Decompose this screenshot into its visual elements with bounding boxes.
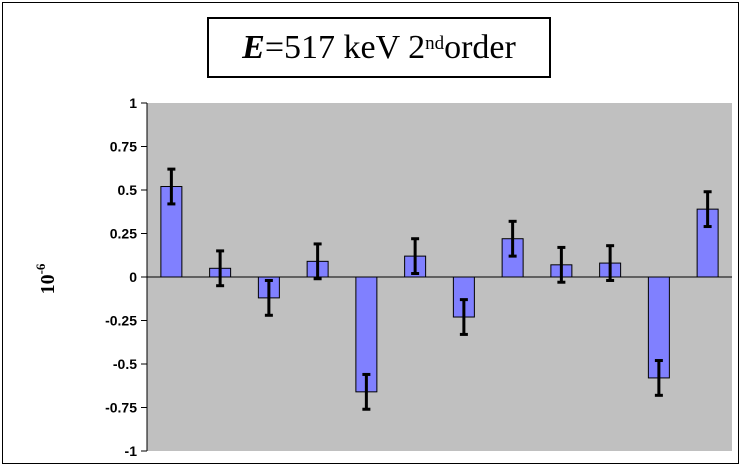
y-tick-label: 0.25 xyxy=(110,226,137,242)
error-bar xyxy=(459,298,468,336)
title-suffix: order xyxy=(444,28,516,66)
error-bar xyxy=(264,278,273,317)
title-energy: =517 keV 2 xyxy=(264,28,426,66)
error-bar xyxy=(508,219,517,258)
title-variable: E xyxy=(242,28,265,66)
y-tick-label: -1 xyxy=(125,443,138,459)
y-tick-label: -0.5 xyxy=(113,356,137,372)
y-ticks-group: 1 0.75 0.5 0.25 0 -0.25 -0.5 -0.75 -1 xyxy=(105,95,147,459)
error-bar xyxy=(703,190,712,229)
y-tick-label: -0.25 xyxy=(105,313,137,329)
y-tick-label: 0 xyxy=(129,269,137,285)
error-bar xyxy=(606,244,615,282)
y-tick-label: 0.5 xyxy=(118,182,138,198)
error-bar xyxy=(313,242,322,281)
y-tick-label: 1 xyxy=(129,95,137,111)
error-bar xyxy=(557,245,566,284)
error-bars-group xyxy=(167,167,712,411)
y-axis-label-base: 10 xyxy=(37,274,59,294)
y-tick-label: 0.75 xyxy=(110,139,137,155)
y-axis-label: 10-6 xyxy=(33,263,59,294)
error-bar xyxy=(654,359,663,397)
error-bar xyxy=(167,167,176,206)
title-superscript: nd xyxy=(425,32,445,54)
error-bar xyxy=(216,249,225,288)
y-tick-label: -0.75 xyxy=(105,400,137,416)
error-bar xyxy=(411,237,420,276)
y-axis-label-exponent: -6 xyxy=(33,263,48,274)
error-bar xyxy=(362,372,371,411)
